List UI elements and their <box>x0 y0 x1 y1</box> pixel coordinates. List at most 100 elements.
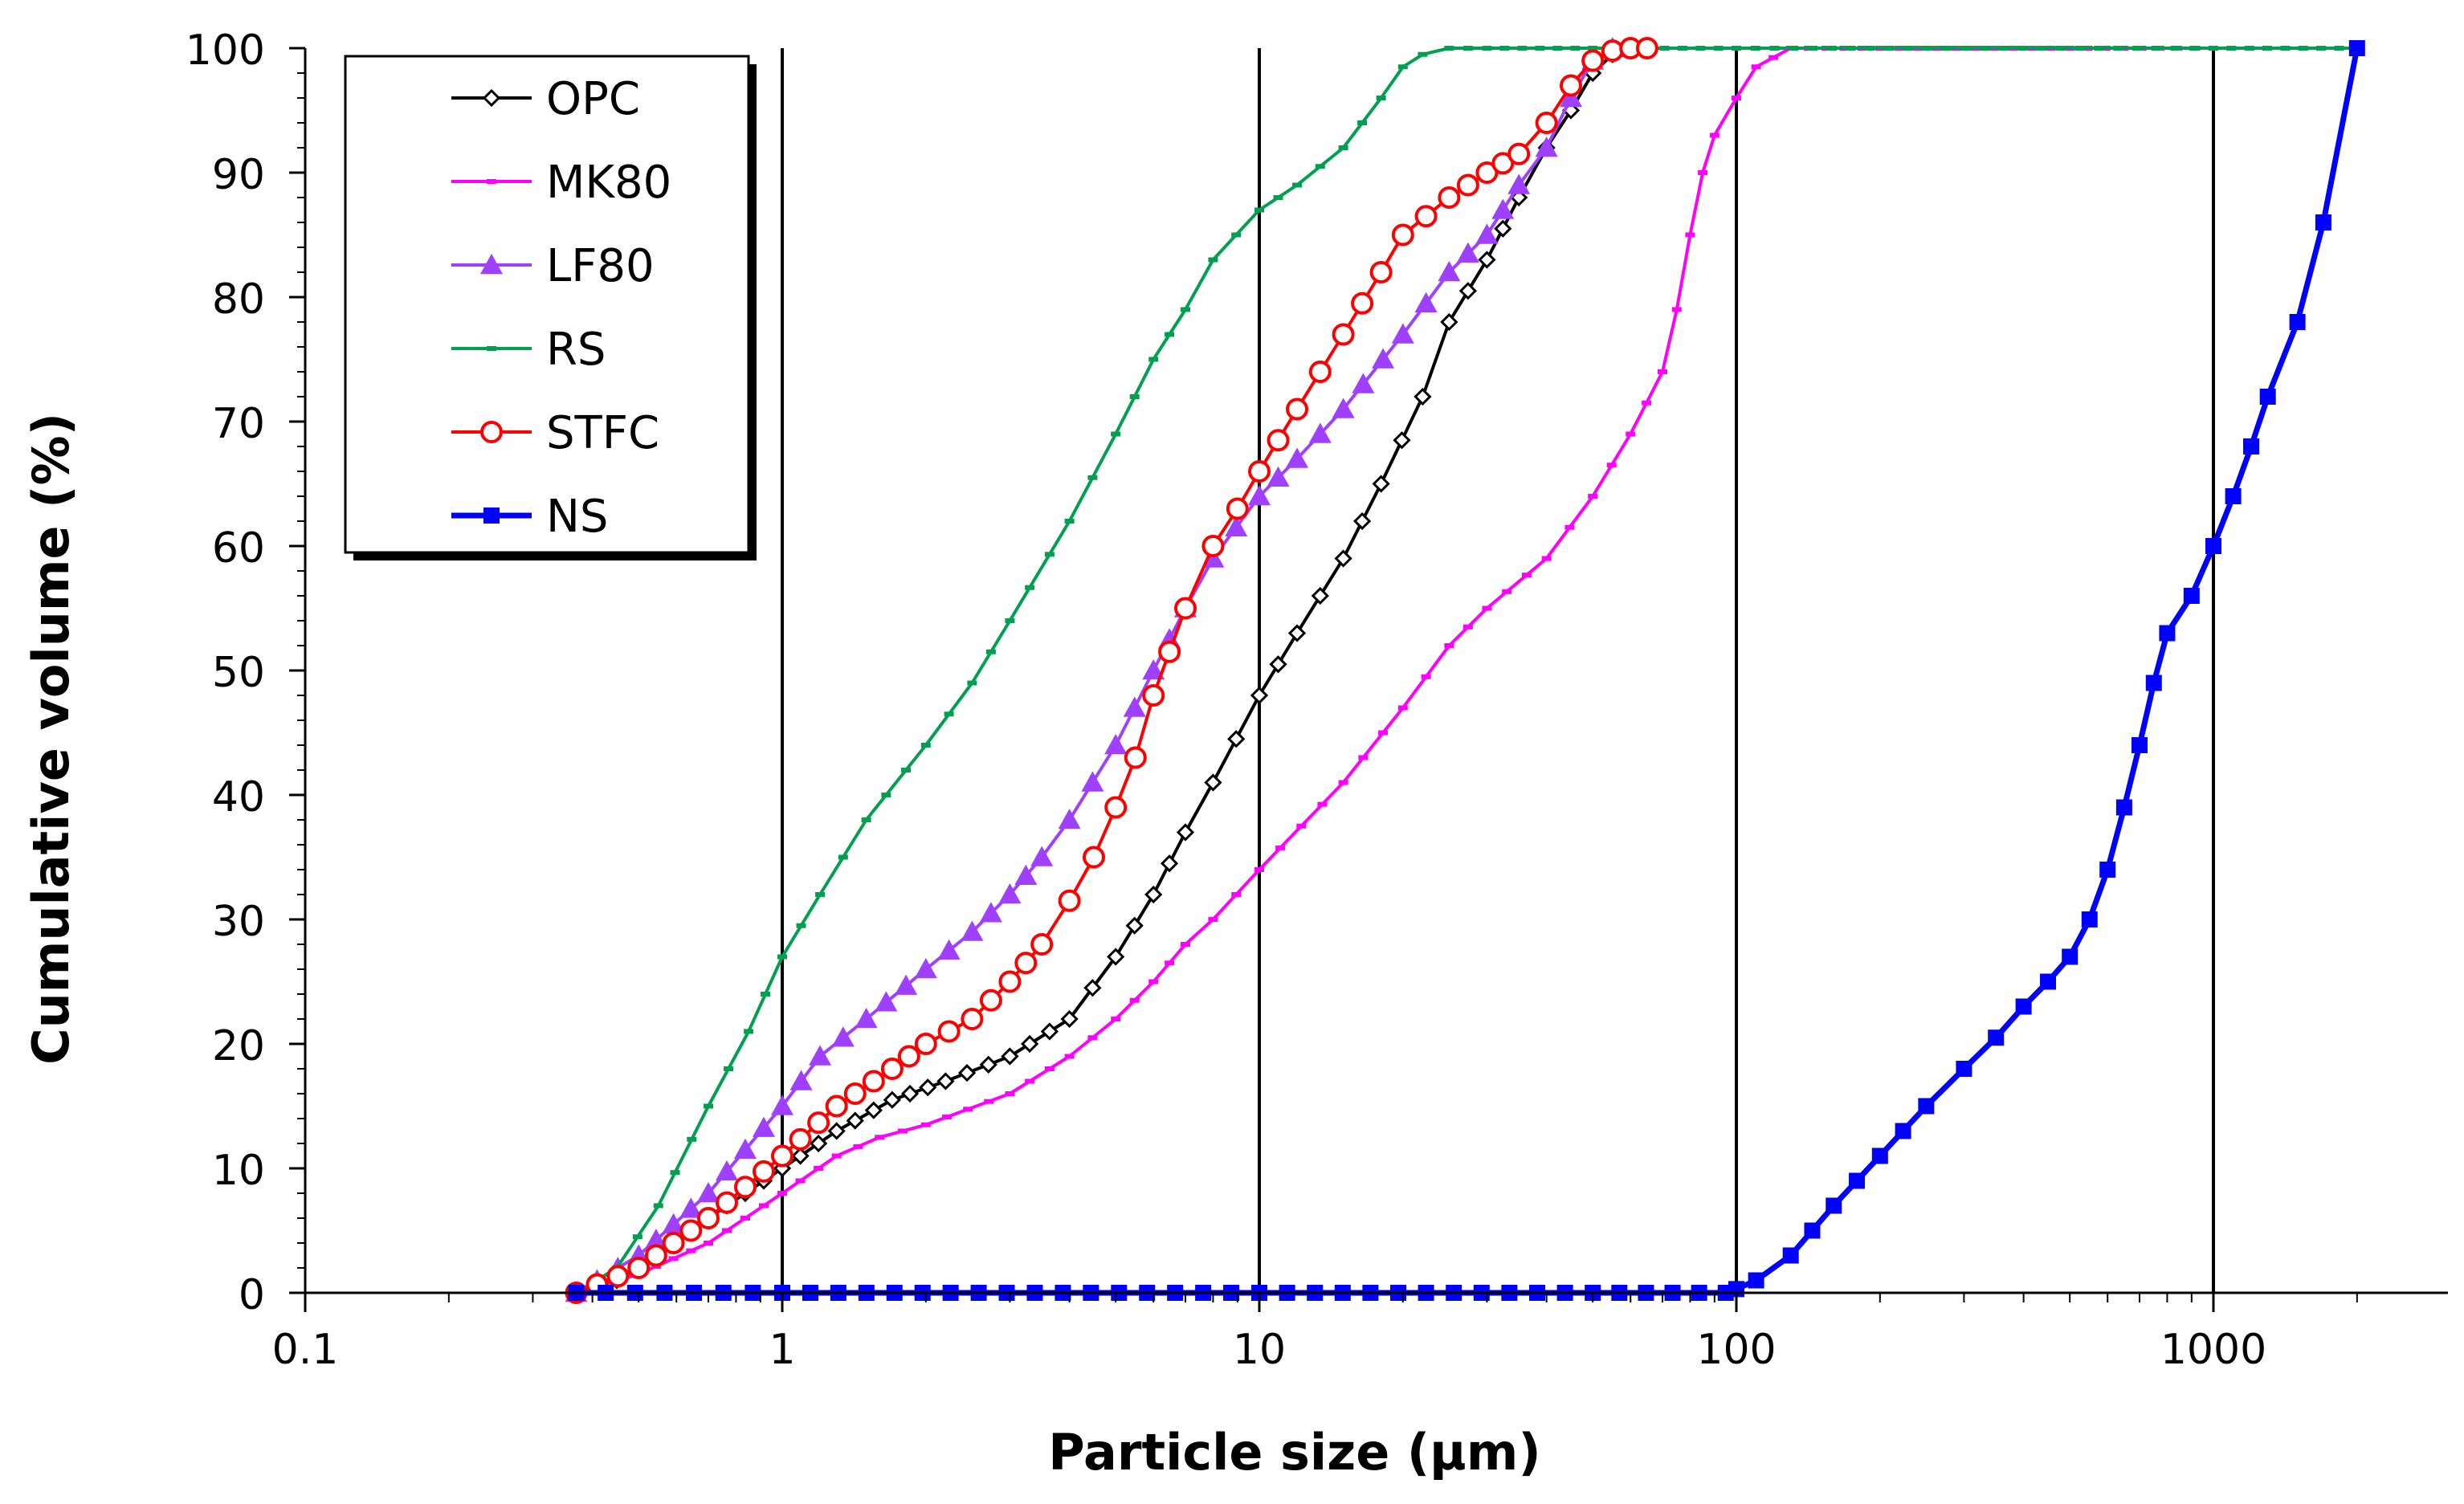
data-point <box>2259 389 2276 405</box>
x-axis-label: Particle size (µm) <box>1048 1423 1541 1482</box>
x-tick-label: 100 <box>1696 1326 1776 1374</box>
data-point <box>771 1094 793 1115</box>
data-point <box>1491 152 1515 175</box>
data-point <box>679 1197 703 1218</box>
data-point <box>744 1029 754 1034</box>
data-point <box>791 1147 810 1165</box>
data-point <box>827 1122 846 1140</box>
data-point <box>1895 1123 1911 1139</box>
data-point <box>632 1234 643 1240</box>
data-point <box>2081 911 2098 927</box>
data-point <box>1158 640 1181 663</box>
data-point <box>1250 686 1269 705</box>
data-point <box>733 1138 757 1159</box>
data-point <box>814 1166 824 1171</box>
data-point <box>1960 46 1971 51</box>
data-point <box>1588 494 1598 499</box>
series-stfc <box>565 37 1658 1304</box>
y-tick-label: 50 <box>212 649 265 697</box>
data-point <box>1208 917 1218 922</box>
data-point <box>1626 431 1636 437</box>
data-point <box>1064 519 1075 524</box>
data-point <box>1482 46 1492 51</box>
data-point <box>815 892 826 897</box>
data-point <box>1462 624 1473 630</box>
data-point <box>1456 242 1479 263</box>
data-point <box>1226 497 1249 520</box>
data-point <box>1372 348 1395 369</box>
data-point <box>862 1070 885 1093</box>
data-point <box>1444 46 1454 51</box>
data-point <box>752 1160 775 1183</box>
legend-item-lf80: LF80 <box>451 240 655 292</box>
data-point <box>937 1020 961 1043</box>
legend-marker <box>480 254 503 275</box>
data-point <box>1173 597 1197 620</box>
data-point <box>1601 39 1624 63</box>
data-point <box>1087 475 1098 480</box>
data-point <box>1695 46 1706 51</box>
data-point <box>919 1078 937 1097</box>
data-point <box>2099 862 2116 878</box>
data-point <box>861 817 871 822</box>
data-point <box>1317 801 1328 807</box>
data-point <box>875 991 898 1012</box>
data-point <box>679 1219 703 1242</box>
data-point <box>1478 251 1496 269</box>
data-point <box>758 1203 769 1208</box>
data-point <box>1564 524 1575 530</box>
data-point <box>1352 373 1375 393</box>
data-point <box>1369 261 1393 283</box>
data-point <box>1248 485 1271 506</box>
legend-marker <box>487 346 496 351</box>
data-point <box>2226 46 2237 51</box>
data-point <box>897 1045 920 1068</box>
data-point <box>2159 625 2176 642</box>
data-point <box>740 1216 750 1221</box>
data-point <box>985 649 996 654</box>
data-point <box>875 1135 885 1140</box>
data-point <box>644 1229 667 1249</box>
data-point <box>963 1107 973 1112</box>
data-point <box>1560 87 1583 108</box>
data-point <box>1064 1054 1075 1059</box>
data-point <box>825 1094 848 1118</box>
data-point <box>920 743 931 748</box>
y-tick-label: 70 <box>212 400 265 448</box>
data-point <box>2334 46 2344 51</box>
data-point <box>1884 46 1895 51</box>
data-point <box>1826 46 1837 51</box>
data-point <box>1808 46 1818 51</box>
data-point <box>1659 46 1670 51</box>
data-point <box>1849 1172 1866 1189</box>
data-point <box>1376 96 1386 100</box>
legend-marker <box>480 421 503 443</box>
data-point <box>1204 773 1222 792</box>
data-point <box>2225 488 2242 504</box>
data-point <box>1201 535 1225 557</box>
data-point <box>810 1134 828 1153</box>
data-point <box>1393 431 1411 450</box>
data-point <box>1475 223 1499 244</box>
data-point <box>853 1143 863 1149</box>
data-point <box>1642 400 1652 406</box>
data-point <box>2243 438 2260 454</box>
data-point <box>687 1136 697 1142</box>
data-point <box>1979 46 1989 51</box>
data-point <box>1083 846 1106 869</box>
data-point <box>1332 323 1355 346</box>
data-point <box>1671 307 1682 312</box>
data-point <box>1709 132 1719 138</box>
data-point <box>936 1072 955 1090</box>
data-point <box>1025 1078 1035 1084</box>
data-point <box>1060 1009 1079 1029</box>
data-point <box>1332 397 1355 418</box>
data-point <box>1231 232 1242 238</box>
data-point <box>1635 37 1658 59</box>
data-point <box>937 939 961 960</box>
data-point <box>1104 734 1128 755</box>
data-point <box>864 1101 883 1119</box>
data-point <box>1998 46 2009 51</box>
data-point <box>1292 182 1303 188</box>
x-tick-label: 0.1 <box>272 1326 339 1374</box>
